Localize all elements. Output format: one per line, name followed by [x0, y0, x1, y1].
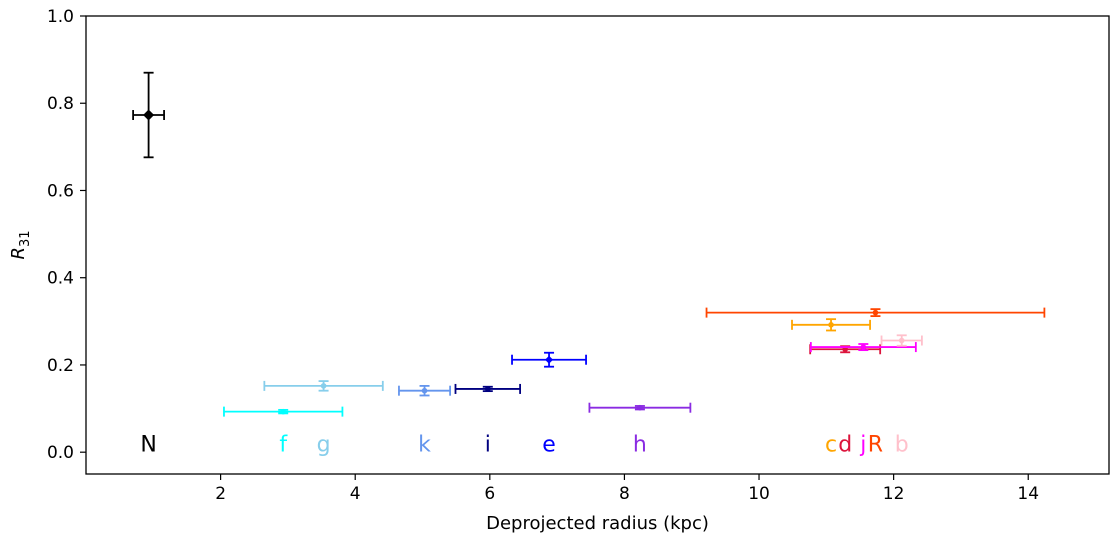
- data-point-c: c: [791, 318, 871, 457]
- point-label: f: [279, 432, 288, 457]
- x-tick-label: 12: [883, 484, 905, 504]
- x-tick-label: 4: [350, 484, 361, 504]
- diamond-marker: [545, 355, 554, 364]
- y-tick-label: 0.0: [47, 443, 74, 463]
- y-axis-label: R31: [8, 230, 33, 259]
- circle-marker: [280, 408, 286, 415]
- circle-marker: [860, 344, 867, 350]
- data-point-g: g: [263, 380, 384, 457]
- point-label: h: [633, 432, 647, 457]
- circle-marker: [421, 387, 428, 394]
- point-label: j: [859, 432, 866, 457]
- circle-marker: [637, 404, 643, 411]
- point-label: i: [485, 432, 491, 457]
- circle-marker: [320, 383, 327, 389]
- x-tick-label: 14: [1017, 484, 1039, 504]
- y-tick-label: 0.4: [47, 269, 74, 289]
- data-point-h: h: [588, 402, 692, 457]
- x-axis: 2 4 6 8 10 12 14: [215, 474, 1039, 504]
- y-tick-label: 0.2: [47, 356, 74, 376]
- point-label: d: [838, 432, 852, 457]
- point-label: R: [868, 432, 883, 457]
- y-tick-label: 0.6: [47, 181, 74, 201]
- y-tick-label: 1.0: [47, 7, 74, 27]
- x-tick-label: 2: [215, 484, 226, 504]
- diamond-marker: [143, 109, 155, 121]
- x-tick-label: 10: [748, 484, 770, 504]
- point-label: N: [140, 432, 156, 457]
- plot-frame: [85, 15, 1110, 475]
- circle-marker: [872, 309, 879, 316]
- y-tick-label: 0.8: [47, 94, 74, 114]
- y-axis-label-subscript: 31: [18, 230, 33, 247]
- circle-marker: [484, 386, 491, 392]
- y-axis-label-main: R: [8, 247, 29, 260]
- x-axis-label: Deprojected radius (kpc): [486, 513, 709, 534]
- point-label: e: [542, 432, 556, 457]
- data-point-R: R: [705, 307, 1046, 457]
- data-point-i: i: [454, 383, 522, 457]
- point-label: c: [825, 432, 837, 457]
- data-point-N: N: [132, 71, 165, 457]
- data-point-k: k: [398, 384, 452, 457]
- x-tick-label: 6: [484, 484, 495, 504]
- data-point-e: e: [511, 351, 587, 457]
- circle-marker: [828, 322, 834, 328]
- x-tick-label: 8: [619, 484, 630, 504]
- data-point-b: b: [880, 334, 923, 457]
- point-label: b: [895, 432, 909, 457]
- circle-marker: [898, 337, 905, 344]
- point-label: g: [317, 432, 331, 457]
- point-label: k: [418, 432, 431, 457]
- data-point-j: j: [809, 342, 917, 457]
- y-axis: 0.0 0.2 0.4 0.6 0.8 1.0: [47, 7, 86, 463]
- data-point-f: f: [223, 406, 344, 457]
